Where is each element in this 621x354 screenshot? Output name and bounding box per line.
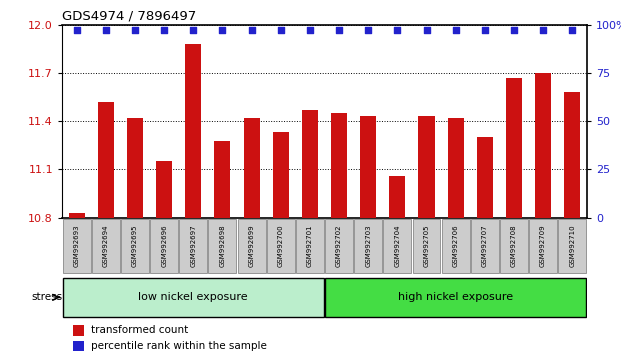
Point (71, 28, 81, 33)
FancyBboxPatch shape (63, 278, 324, 317)
Bar (98, 102, 114, 218)
FancyBboxPatch shape (529, 219, 557, 273)
FancyBboxPatch shape (179, 219, 207, 273)
Text: GSM992708: GSM992708 (511, 225, 517, 267)
Text: stress: stress (31, 292, 62, 302)
Text: GSM992693: GSM992693 (74, 225, 79, 267)
Text: GSM992703: GSM992703 (365, 225, 371, 267)
Bar (564, 92, 580, 218)
FancyBboxPatch shape (121, 219, 149, 273)
Text: GSM992695: GSM992695 (132, 225, 138, 267)
Text: GSM992707: GSM992707 (482, 225, 488, 267)
Bar (73, 341, 84, 351)
Text: GSM992699: GSM992699 (248, 225, 255, 267)
Point (334, 28, 344, 33)
FancyBboxPatch shape (325, 278, 586, 317)
Bar (360, 116, 376, 218)
Bar (127, 118, 143, 218)
Bar (273, 132, 289, 218)
Bar (69, 213, 84, 218)
Point (276, 28, 286, 33)
Bar (419, 116, 435, 218)
Point (247, 28, 256, 33)
FancyBboxPatch shape (442, 219, 469, 273)
FancyBboxPatch shape (412, 219, 440, 273)
Bar (506, 78, 522, 218)
FancyBboxPatch shape (209, 219, 237, 273)
Text: GDS4974 / 7896497: GDS4974 / 7896497 (62, 9, 196, 22)
Text: percentile rank within the sample: percentile rank within the sample (91, 341, 267, 351)
Point (480, 28, 490, 33)
FancyBboxPatch shape (267, 219, 295, 273)
Bar (214, 141, 230, 218)
Point (509, 28, 519, 33)
Point (217, 28, 227, 33)
Bar (477, 137, 493, 218)
Bar (156, 161, 172, 218)
Text: GSM992709: GSM992709 (540, 225, 546, 267)
Text: GSM992702: GSM992702 (336, 225, 342, 267)
Bar (331, 113, 347, 218)
FancyBboxPatch shape (383, 219, 411, 273)
Point (568, 28, 578, 33)
FancyBboxPatch shape (558, 219, 586, 273)
Text: GSM992694: GSM992694 (103, 225, 109, 267)
Text: GSM992700: GSM992700 (278, 225, 284, 267)
Text: GSM992705: GSM992705 (424, 225, 430, 267)
FancyBboxPatch shape (500, 219, 528, 273)
Bar (243, 118, 260, 218)
Point (363, 28, 373, 33)
Bar (389, 176, 406, 218)
Point (130, 28, 140, 33)
Text: GSM992706: GSM992706 (453, 225, 459, 267)
FancyBboxPatch shape (63, 219, 91, 273)
Point (305, 28, 315, 33)
FancyBboxPatch shape (150, 219, 178, 273)
Point (451, 28, 461, 33)
Point (422, 28, 432, 33)
Text: transformed count: transformed count (91, 325, 188, 335)
FancyBboxPatch shape (471, 219, 499, 273)
Bar (448, 118, 464, 218)
FancyBboxPatch shape (354, 219, 382, 273)
Point (188, 28, 198, 33)
Point (538, 28, 548, 33)
FancyBboxPatch shape (325, 219, 353, 273)
Text: GSM992704: GSM992704 (394, 225, 401, 267)
Text: GSM992698: GSM992698 (219, 225, 225, 267)
FancyBboxPatch shape (238, 219, 266, 273)
Bar (302, 110, 318, 218)
Text: GSM992697: GSM992697 (190, 225, 196, 267)
Text: high nickel exposure: high nickel exposure (398, 292, 513, 302)
FancyBboxPatch shape (296, 219, 324, 273)
Point (101, 28, 111, 33)
Point (159, 28, 169, 33)
Bar (535, 73, 551, 218)
Bar (185, 44, 201, 218)
Text: GSM992696: GSM992696 (161, 225, 167, 267)
Point (392, 28, 402, 33)
Bar (73, 325, 84, 336)
Text: GSM992710: GSM992710 (569, 225, 575, 267)
Text: low nickel exposure: low nickel exposure (138, 292, 248, 302)
Text: GSM992701: GSM992701 (307, 225, 313, 267)
FancyBboxPatch shape (92, 219, 120, 273)
